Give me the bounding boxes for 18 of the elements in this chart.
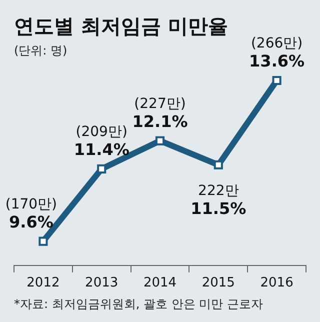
data-label: (170만) 9.6% bbox=[5, 196, 58, 232]
x-tick-label: 2013 bbox=[85, 276, 118, 291]
point bbox=[214, 160, 223, 170]
data-label: 222만 11.5% bbox=[190, 182, 246, 218]
x-tick-label: 2012 bbox=[26, 276, 60, 291]
point bbox=[155, 136, 165, 146]
data-label: (209만) 11.4% bbox=[74, 124, 130, 159]
x-tick-label: 2015 bbox=[202, 276, 235, 291]
point bbox=[272, 76, 282, 86]
chart-subtitle: (단위: 명) bbox=[14, 43, 68, 58]
chart-title: 연도별 최저임금 미만율 bbox=[14, 14, 228, 38]
data-label: (227만) 12.1% bbox=[132, 96, 188, 131]
point bbox=[38, 236, 48, 246]
data-label: (266만) 13.6% bbox=[249, 35, 305, 70]
point bbox=[97, 164, 106, 174]
x-tick-label: 2014 bbox=[143, 276, 177, 291]
text: *자료: 최저임금위원회, 괄호 안은 미만 근로자 bbox=[14, 296, 263, 313]
x-tick-label: 2016 bbox=[260, 276, 294, 291]
